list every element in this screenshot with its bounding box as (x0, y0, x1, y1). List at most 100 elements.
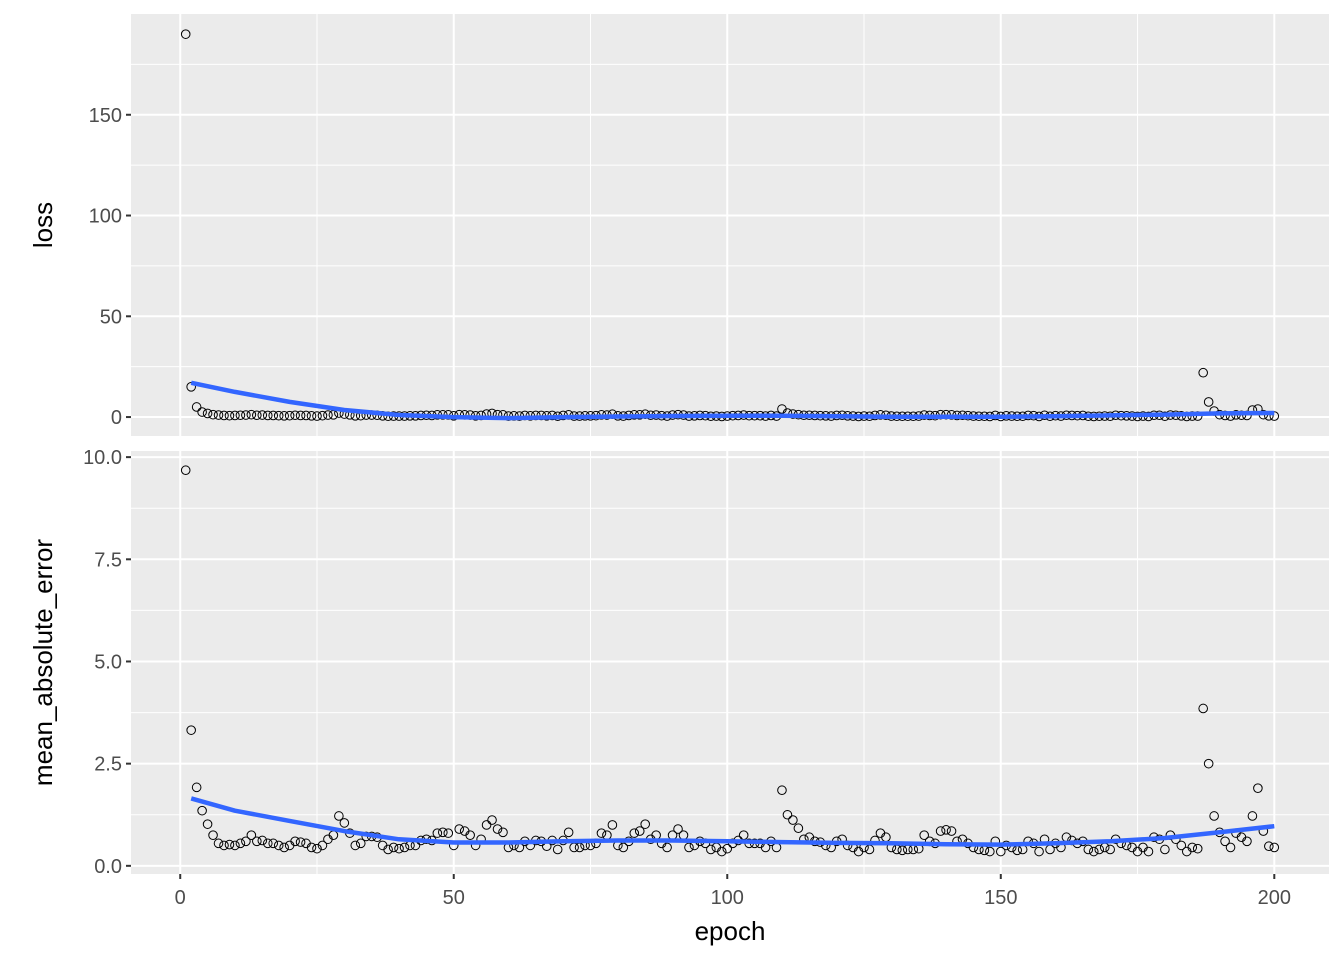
data-point (230, 410, 240, 421)
data-point (1094, 844, 1105, 855)
y-tick-label: 100 (89, 206, 122, 228)
data-point (1209, 811, 1219, 821)
data-point (684, 842, 694, 853)
data-point (1198, 703, 1208, 714)
data-point (191, 782, 202, 793)
data-point (465, 830, 475, 840)
data-point (935, 826, 946, 836)
y-tick-label: 150 (89, 105, 122, 127)
data-point (317, 410, 328, 421)
y-tick-label: 0.0 (94, 856, 122, 878)
data-point (941, 825, 951, 835)
data-point (279, 842, 289, 853)
data-point (1088, 846, 1099, 857)
y-tick-label: 10.0 (83, 447, 122, 469)
data-point (235, 410, 246, 421)
data-point (350, 840, 361, 851)
data-point (252, 410, 262, 421)
data-point (235, 838, 246, 849)
y-axis-label: loss (28, 202, 58, 248)
data-point (1203, 758, 1214, 769)
data-point (241, 410, 251, 420)
data-point (1264, 841, 1274, 852)
data-point (438, 827, 448, 838)
data-point (552, 844, 563, 855)
data-point (394, 843, 404, 854)
data-point (995, 846, 1006, 857)
data-point (777, 785, 787, 796)
data-point (1220, 836, 1230, 847)
data-point (268, 838, 279, 849)
data-point (1176, 840, 1187, 851)
panel-mean_absolute_error: 0.0 2.5 5.0 7.5 10.0 mean_absolute_error (28, 447, 1329, 878)
data-point (180, 29, 191, 39)
x-tick-label: 200 (1258, 887, 1291, 909)
data-point (1034, 846, 1044, 857)
data-point (219, 410, 229, 421)
data-point (202, 819, 213, 829)
data-point (1198, 367, 1208, 378)
data-point (383, 844, 393, 855)
y-tick-label: 2.5 (94, 754, 122, 776)
data-point (268, 410, 279, 421)
data-point (793, 823, 804, 834)
data-point (224, 410, 235, 421)
data-point (230, 840, 240, 851)
data-point (634, 826, 645, 836)
data-point (1269, 411, 1280, 421)
data-point (1143, 846, 1154, 857)
data-point (273, 410, 284, 421)
data-point (262, 838, 273, 849)
data-point (301, 410, 311, 421)
data-point (317, 840, 328, 851)
data-point (312, 843, 322, 854)
data-point (246, 830, 257, 840)
smooth-line (190, 796, 1275, 847)
data-point (246, 409, 257, 420)
data-point (295, 837, 306, 847)
data-point (355, 838, 366, 849)
data-point (897, 845, 908, 856)
data-point (498, 827, 508, 838)
data-point (607, 820, 618, 830)
data-point (219, 840, 229, 851)
panel-background (131, 451, 1329, 874)
data-point (1269, 842, 1280, 853)
data-point (191, 402, 202, 412)
data-point (186, 382, 196, 392)
data-point (487, 815, 497, 825)
data-point (563, 827, 574, 838)
data-point (1083, 844, 1094, 855)
panel-background (131, 14, 1329, 436)
data-point (339, 818, 350, 828)
data-point (279, 411, 289, 421)
data-point (290, 410, 300, 421)
data-point (722, 843, 733, 854)
data-point (1160, 844, 1170, 855)
x-axis-label: epoch (695, 916, 766, 946)
y-tick-label: 50 (100, 306, 122, 328)
x-tick-label: 0 (175, 887, 186, 909)
data-point (629, 828, 640, 838)
data-point (1187, 842, 1198, 853)
data-point (197, 805, 207, 816)
data-point (1247, 811, 1258, 821)
data-point (213, 410, 224, 420)
data-point (946, 826, 957, 836)
panel-loss: 0 50 100 150 loss (28, 14, 1329, 436)
data-point (208, 830, 218, 840)
data-point (481, 820, 492, 830)
data-point (252, 836, 262, 847)
data-point (312, 411, 322, 421)
data-point (290, 836, 300, 847)
data-point (706, 844, 716, 855)
smooth-line (190, 380, 1275, 421)
data-point (202, 408, 213, 419)
data-point (284, 410, 295, 421)
data-point (1242, 836, 1252, 847)
y-tick-label: 7.5 (94, 549, 122, 571)
data-point (716, 846, 727, 857)
data-point (334, 811, 344, 821)
data-point (432, 828, 443, 838)
